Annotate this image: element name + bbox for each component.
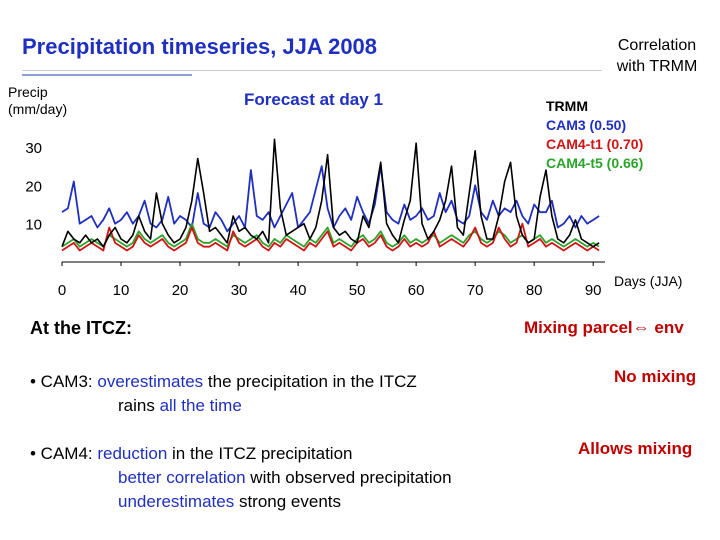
correlation-note: Correlation with TRMM (605, 35, 709, 77)
legend-entry-cam3: CAM3 (0.50) (546, 117, 627, 133)
mixing-heading: Mixing parcel⇔ env (524, 318, 684, 337)
chart-legend: TRMM CAM3 (0.50) CAM4-t1 (0.70) CAM4-t5 … (546, 97, 643, 173)
y-tick-label: 20 (25, 178, 42, 195)
series-line-trmm (61, 138, 600, 248)
legend-entry-trmm: TRMM (546, 98, 588, 114)
bullet-cam3-line2: rains all the time (30, 394, 417, 418)
x-tick-label: 10 (113, 282, 130, 299)
bullet-cam3-prefix: • CAM3: (30, 372, 98, 391)
y-axis-label-line2: (mm/day) (8, 101, 68, 117)
slide-title: Precipitation timeseries, JJA 2008 (22, 34, 378, 59)
precipitation-chart: 0 10 20 30 40 50 60 70 80 90 10 20 30 (25, 138, 605, 299)
x-tick-label: 20 (172, 282, 189, 299)
correlation-note-line1: Correlation (617, 37, 697, 54)
bullet-cam4-highlight1: reduction (97, 444, 168, 463)
bullet-cam4-text2: with observed precipitation (245, 468, 452, 487)
y-axis-label-line1: Precip (8, 84, 48, 100)
x-tick-label: 50 (349, 282, 366, 299)
bullet-cam4-highlight3: underestimates (118, 492, 235, 511)
bullet-cam4: • CAM4: reduction in the ITCZ precipitat… (30, 442, 452, 514)
bullet-cam3-text1: the precipitation in the ITCZ (203, 372, 417, 391)
x-axis-label: Days (JJA) (614, 273, 683, 289)
y-tick-label: 10 (25, 217, 42, 234)
bullet-cam3-line1: • CAM3: overestimates the precipitation … (30, 370, 417, 394)
title-accent-bar (22, 74, 192, 76)
bullet-cam3-highlight1: overestimates (97, 372, 204, 391)
bullet-cam4-text1: in the ITCZ precipitation (167, 444, 353, 463)
x-tick-label: 80 (526, 282, 543, 299)
x-tick-label: 90 (585, 282, 602, 299)
bullet-cam4-line3: underestimates strong events (30, 490, 452, 514)
x-tick-label: 40 (290, 282, 307, 299)
bullet-cam3: • CAM3: overestimates the precipitation … (30, 370, 417, 418)
correlation-note-line2: with TRMM (616, 58, 698, 75)
bullet-cam4-line1: • CAM4: reduction in the ITCZ precipitat… (30, 442, 452, 466)
bullet-cam4-highlight2: better correlation (118, 468, 246, 487)
x-tick-label: 0 (58, 282, 66, 299)
series-line-cam4-t5 (61, 222, 600, 248)
forecast-label: Forecast at day 1 (244, 90, 383, 109)
bullet-cam4-line2: better correlation with observed precipi… (30, 466, 452, 490)
allows-mixing-note: Allows mixing (578, 439, 693, 458)
x-tick-label: 60 (408, 282, 425, 299)
series-line-cam3 (61, 165, 600, 233)
y-axis-label: Precip (mm/day) (8, 84, 67, 118)
x-tick-label: 30 (231, 282, 248, 299)
itcz-heading: At the ITCZ: (30, 318, 132, 338)
series-line-cam4-t1 (61, 222, 600, 252)
bullet-cam4-text3: strong events (234, 492, 342, 511)
legend-entry-cam4-t5: CAM4-t5 (0.66) (546, 155, 644, 171)
legend-entry-cam4-t1: CAM4-t1 (0.70) (546, 136, 644, 152)
title-divider (22, 70, 602, 71)
bullet-cam3-text2: rains (118, 396, 160, 415)
no-mixing-note: No mixing (614, 367, 697, 386)
x-tick-label: 70 (467, 282, 484, 299)
bullet-cam4-prefix: • CAM4: (30, 444, 98, 463)
bullet-cam3-highlight2: all the time (159, 396, 242, 415)
y-tick-label: 30 (25, 140, 42, 157)
